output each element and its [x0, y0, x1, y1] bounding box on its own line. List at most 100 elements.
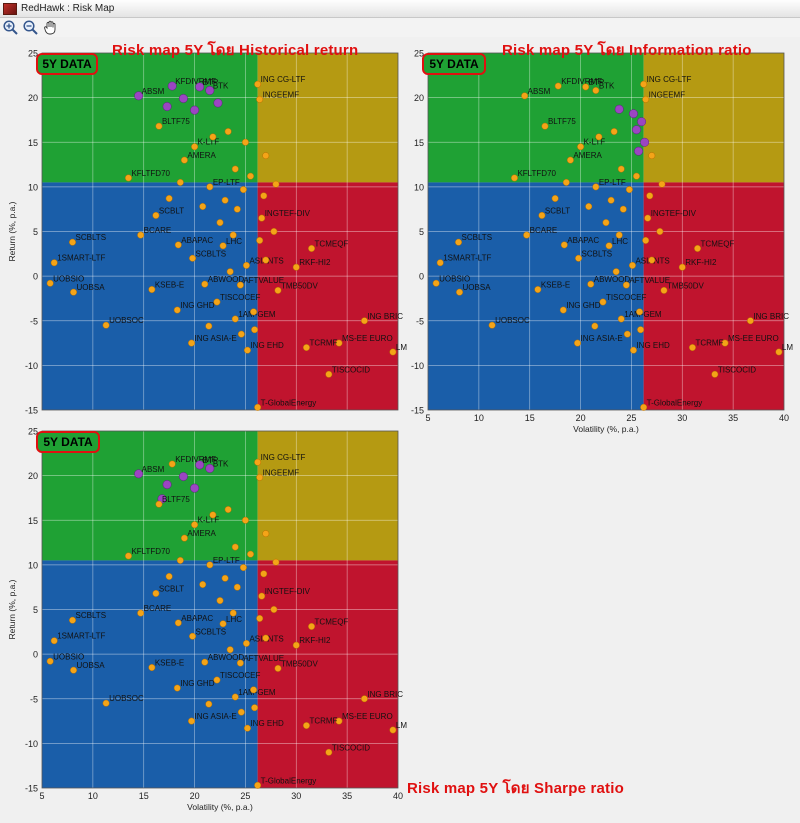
fund-label: LM — [396, 343, 407, 352]
fund-label: T-GlobalEnergy — [261, 776, 317, 785]
highlighted-fund-point — [162, 480, 172, 489]
highlighted-fund-point — [195, 460, 205, 470]
fund-point — [152, 211, 160, 219]
fund-point — [148, 286, 156, 293]
y-tick-label: -15 — [25, 784, 38, 794]
fund-label: RKF-HI2 — [685, 258, 717, 267]
fund-point — [308, 623, 315, 630]
fund-label: ING BRIC — [753, 312, 789, 321]
fund-point — [219, 242, 227, 250]
fund-label: TMB50DV — [667, 281, 705, 290]
fund-point — [610, 128, 618, 135]
fund-point — [432, 279, 440, 287]
fund-label: SCBLTS — [582, 249, 613, 258]
x-tick-label: 5 — [39, 791, 44, 801]
fund-point — [69, 616, 76, 624]
fund-label: ABAPAC — [181, 236, 213, 245]
fund-label: MS-EE EURO — [342, 712, 393, 721]
y-axis-label: Return (%, p.a.) — [7, 201, 17, 261]
fund-point — [605, 242, 613, 250]
fund-point — [125, 174, 132, 182]
fund-label: BCARE — [530, 226, 558, 235]
fund-point — [746, 317, 754, 325]
fund-point — [180, 156, 188, 164]
fund-point — [239, 564, 247, 572]
fund-label: INGEEMF — [263, 468, 300, 477]
fund-point — [591, 322, 599, 330]
x-tick-label: 30 — [291, 791, 301, 801]
fund-point — [256, 95, 264, 103]
fund-point — [152, 589, 160, 597]
fund-point — [511, 174, 518, 182]
fund-point — [644, 214, 652, 222]
fund-label: ABWOOD — [208, 653, 245, 662]
fund-point — [660, 286, 668, 294]
fund-point — [137, 609, 145, 617]
fund-label: UOBSA — [77, 283, 106, 292]
x-tick-label: 25 — [626, 413, 636, 423]
fund-point — [630, 346, 637, 354]
x-tick-label: 10 — [88, 791, 98, 801]
y-tick-label: 20 — [28, 93, 38, 103]
fund-label: ING CG-LTF — [261, 453, 306, 462]
fund-label: ING EHD — [636, 341, 670, 350]
fund-label: ING BRIC — [367, 690, 403, 699]
fund-point — [595, 133, 603, 141]
x-axis-label: Volatility (%, p.a.) — [187, 802, 253, 812]
x-tick-label: 15 — [139, 791, 149, 801]
fund-point — [206, 183, 214, 191]
fund-label: TISCOCEF — [220, 293, 261, 302]
fund-label: KSEB-E — [155, 659, 184, 668]
pan-hand-icon[interactable] — [42, 19, 60, 36]
fund-point — [69, 238, 76, 246]
fund-point — [216, 219, 224, 227]
fund-label: INGTEF-DIV — [651, 209, 697, 218]
fund-label: KFLTFD70 — [517, 169, 556, 178]
y-tick-label: -5 — [30, 316, 38, 326]
x-tick-label: 25 — [240, 791, 250, 801]
fund-point — [256, 236, 264, 244]
five-year-data-badge: 5Y DATA — [422, 53, 486, 75]
fund-point — [241, 138, 249, 146]
fund-point — [125, 552, 132, 560]
fund-point — [221, 574, 229, 582]
fund-point — [646, 192, 654, 200]
fund-label: ABWOOD — [594, 275, 631, 284]
fund-label: TMB50DV — [281, 659, 319, 668]
x-tick-label: 20 — [576, 413, 586, 423]
highlighted-fund-point — [190, 483, 200, 493]
fund-point — [102, 321, 110, 329]
fund-label: ING GHD — [180, 301, 214, 310]
fund-point — [389, 726, 397, 734]
highlighted-fund-point — [190, 105, 200, 115]
x-tick-label: 10 — [474, 413, 484, 423]
fund-point — [201, 658, 209, 666]
fund-point — [585, 203, 593, 210]
fund-point — [274, 664, 282, 672]
fund-label: INGTEF-DIV — [265, 209, 311, 218]
y-tick-label: 0 — [33, 272, 38, 282]
fund-point — [592, 87, 600, 94]
y-tick-label: 10 — [414, 182, 424, 192]
fund-label: MS-EE EURO — [728, 334, 779, 343]
fund-point — [229, 609, 237, 617]
y-tick-label: 20 — [414, 93, 424, 103]
y-tick-label: 5 — [33, 605, 38, 615]
fund-point — [239, 186, 247, 194]
zoom-out-icon[interactable] — [22, 19, 40, 36]
fund-point — [642, 95, 650, 103]
fund-point — [256, 473, 264, 481]
fund-point — [199, 581, 207, 588]
x-tick-label: 20 — [190, 791, 200, 801]
fund-point — [233, 205, 241, 213]
highlighted-fund-point — [178, 94, 188, 103]
fund-point — [640, 403, 648, 411]
zoom-in-icon[interactable] — [2, 19, 20, 36]
fund-point — [648, 152, 656, 160]
fund-label: BTK — [213, 459, 229, 468]
five-year-data-badge: 5Y DATA — [36, 431, 100, 453]
y-tick-label: 20 — [28, 471, 38, 481]
fund-label: UOBSA — [463, 283, 492, 292]
fund-label: TISCOCID — [718, 365, 756, 374]
fund-point — [216, 597, 224, 605]
